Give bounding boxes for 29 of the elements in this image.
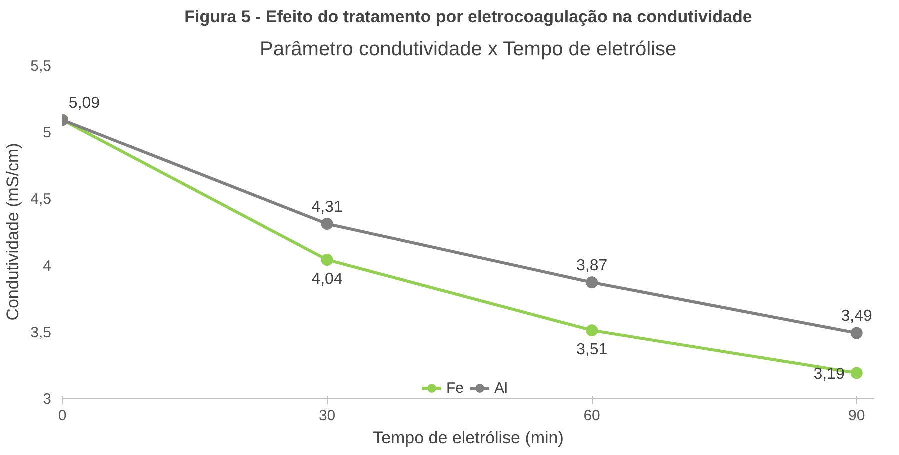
data-label: 3,19 [814, 366, 845, 384]
chart-title: Parâmetro condutividade x Tempo de eletrólise [260, 38, 677, 60]
data-label: 5,09 [68, 95, 100, 112]
y-tick-label: 5,5 [30, 58, 52, 75]
x-axis-title: Tempo de eletrólise (min) [373, 428, 564, 448]
data-label: 3,49 [841, 308, 873, 326]
x-tick-label: 0 [58, 408, 67, 424]
y-tick-label: 3 [43, 391, 52, 408]
point [321, 218, 334, 230]
point [586, 324, 598, 337]
data-label: 4,04 [312, 270, 343, 288]
text: Figura 5 - Efeito do tratamento por eletrocoagulação na condutividade [184, 8, 752, 26]
point [586, 276, 598, 289]
data-label: 4,31 [312, 199, 343, 216]
data-label: 3,87 [576, 258, 608, 275]
x-tick-label: 60 [584, 408, 600, 424]
y-tick-label: 4,5 [30, 191, 52, 208]
point [850, 367, 863, 380]
legend-label: Fe [446, 380, 466, 396]
point [850, 327, 863, 340]
data-label: 3,51 [576, 342, 608, 359]
y-tick-label: 4 [43, 258, 52, 275]
y-axis-title: Condutividade (mS/cm) [4, 143, 23, 321]
x-tick-label: 30 [318, 408, 336, 424]
legend-label: Al [494, 380, 509, 396]
point [321, 254, 334, 266]
y-tick-label: 3,5 [30, 324, 52, 342]
x-tick-label: 90 [848, 408, 866, 424]
y-tick-label: 5 [43, 124, 52, 142]
